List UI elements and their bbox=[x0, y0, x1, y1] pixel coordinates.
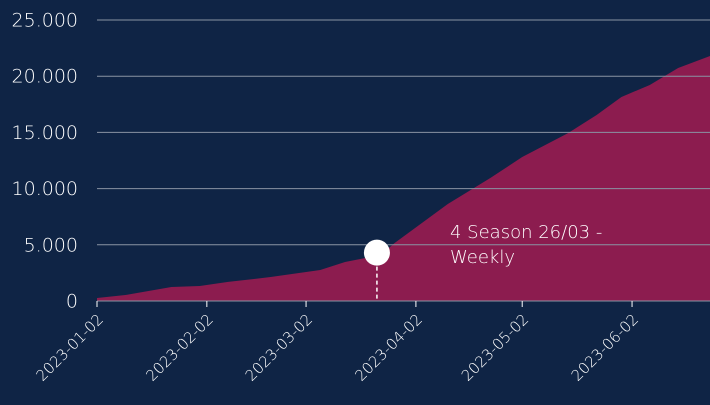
y-tick-label: 5.000 bbox=[24, 234, 78, 256]
y-tick-label: 25.000 bbox=[12, 10, 78, 32]
x-tick-label: 2023-03-02 bbox=[242, 310, 316, 384]
y-tick-label: 0 bbox=[66, 291, 78, 313]
x-tick-label: 2023-01-02 bbox=[33, 310, 107, 384]
x-tick-label: 2023-02-02 bbox=[142, 310, 216, 384]
x-tick-label: 2023-06-02 bbox=[568, 310, 642, 384]
y-tick-label: 10.000 bbox=[12, 178, 78, 200]
area bbox=[97, 55, 710, 301]
y-tick-label: 20.000 bbox=[12, 66, 78, 88]
x-tick-label: 2023-04-02 bbox=[352, 310, 426, 384]
annotation-point bbox=[363, 239, 390, 266]
x-tick-label: 2023-05-02 bbox=[458, 310, 532, 384]
annotation-text: 4 Season 26/03 - bbox=[450, 222, 602, 243]
annotation-text: Weekly bbox=[450, 247, 515, 268]
y-tick-label: 15.000 bbox=[12, 122, 78, 144]
